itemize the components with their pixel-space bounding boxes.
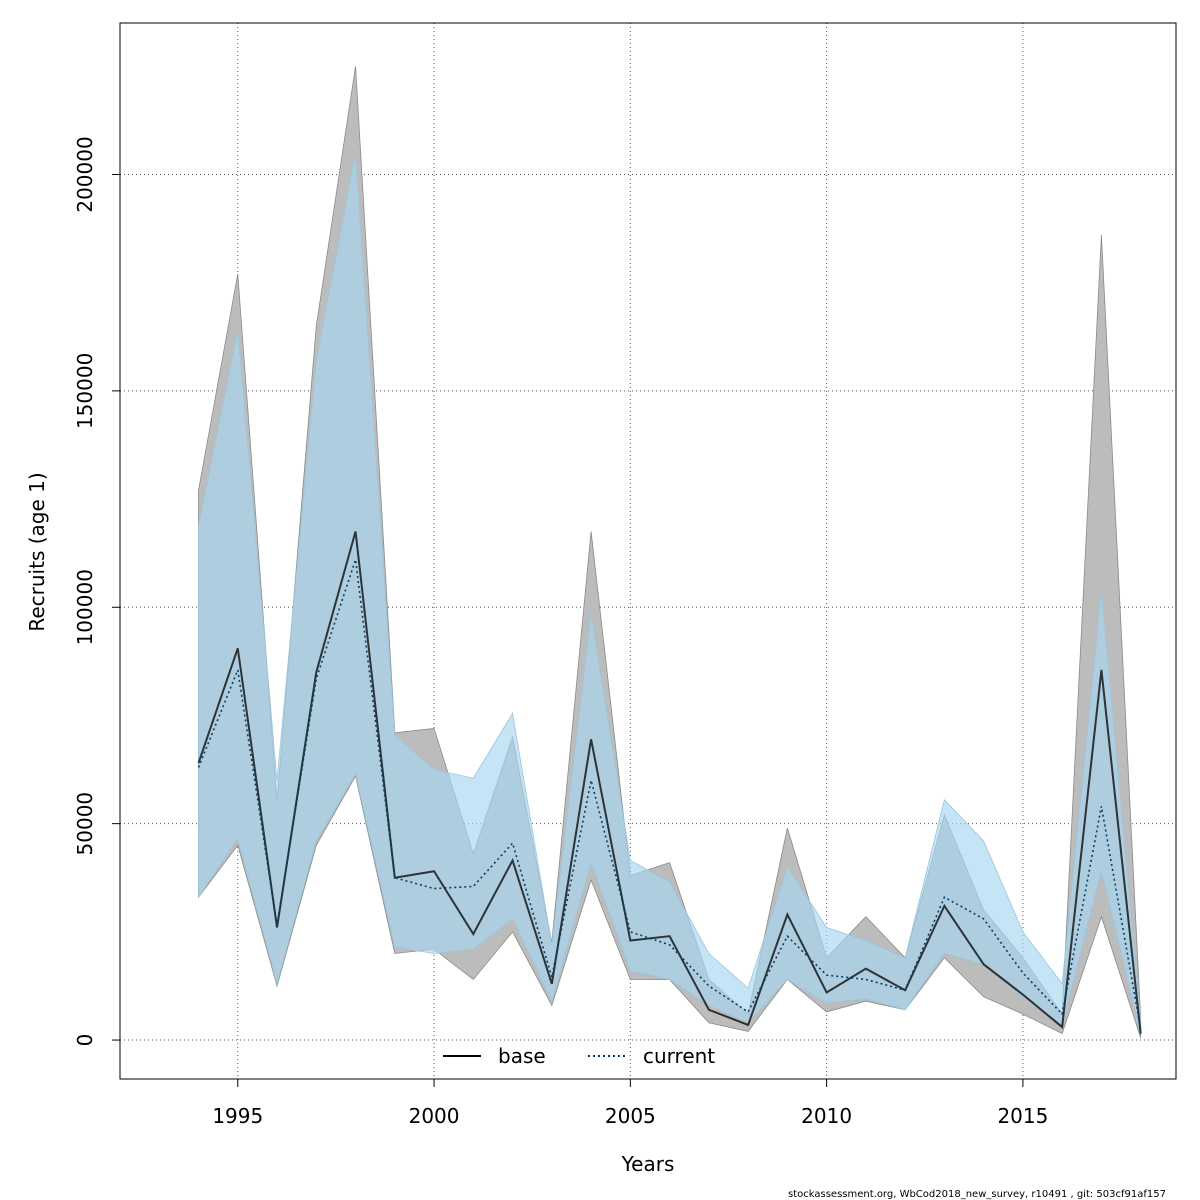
axes: 1995 2000 2005 2010 2015 0 50000 100000 150000 20… bbox=[73, 136, 1048, 1128]
band-current bbox=[198, 152, 1142, 1034]
footer-caption: stockassessment.org, WbCod2018_new_surve… bbox=[788, 1189, 1166, 1200]
plot-frame bbox=[119, 22, 1177, 1080]
x-tick-label: 2000 bbox=[409, 1104, 460, 1128]
x-tick-label: 2005 bbox=[605, 1104, 656, 1128]
y-tick-label: 200000 bbox=[73, 136, 97, 212]
x-axis-title: Years bbox=[621, 1152, 675, 1176]
x-tick-label: 1995 bbox=[212, 1104, 263, 1128]
y-tick-label: 0 bbox=[73, 1034, 97, 1047]
x-tick-label: 2010 bbox=[801, 1104, 852, 1128]
confidence-bands bbox=[198, 66, 1142, 1039]
series-lines bbox=[197, 531, 1142, 1034]
legend-label-current: current bbox=[643, 1044, 715, 1068]
x-tick-label: 2015 bbox=[997, 1104, 1048, 1128]
y-tick-label: 100000 bbox=[73, 569, 97, 645]
legend: base current bbox=[443, 1044, 715, 1068]
y-tick-label: 50000 bbox=[73, 792, 97, 856]
y-axis-title: Recruits (age 1) bbox=[25, 472, 49, 631]
legend-label-base: base bbox=[498, 1044, 546, 1068]
y-tick-label: 150000 bbox=[73, 353, 97, 429]
